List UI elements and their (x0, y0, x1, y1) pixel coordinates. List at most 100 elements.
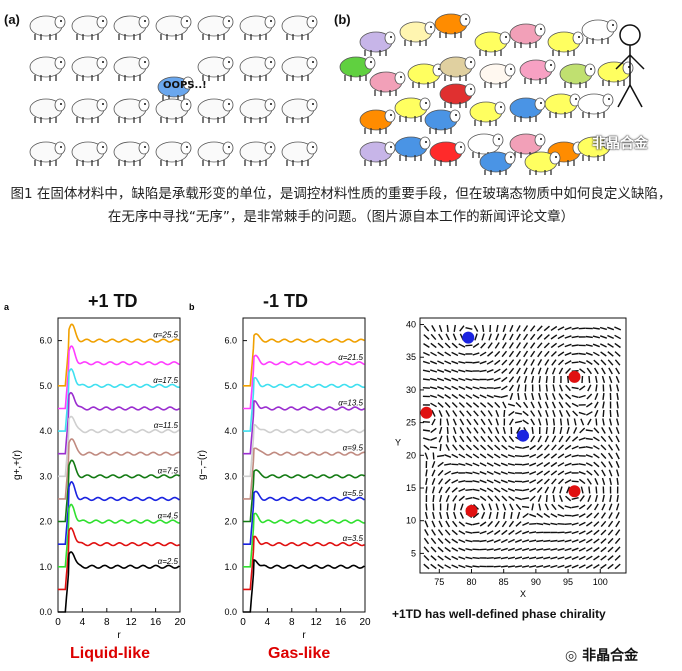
x-tick-label: 8 (289, 617, 295, 628)
figure1-caption: 图1 在固体材料中，缺陷是承载形变的单位，是调控材料性质的重要手段，但在玻璃态物… (10, 186, 672, 225)
watermark-bottom-text: 非晶合金 (582, 648, 639, 664)
y-tick-label: 6.0 (224, 336, 237, 346)
sheep (394, 136, 431, 161)
y-tick-label: 2.0 (39, 517, 52, 527)
gr-plot-minus1: b 6.0 5.0 4.0 3.0 2.0 1.0 0.00 4 8 12 16 20 r g−,−(r) α… (189, 302, 371, 640)
x-axis-label: X (520, 589, 526, 599)
y-tick-label: 5 (411, 548, 416, 558)
sheep (197, 56, 234, 81)
panel-b-title: -1 TD (263, 291, 308, 311)
sheep-defect (157, 76, 194, 101)
y-axis-label: g−,−(r) (197, 450, 208, 480)
series-line (58, 345, 180, 410)
series-line (243, 376, 365, 432)
y-tick-label: 2.0 (224, 517, 237, 527)
series-line (58, 438, 180, 500)
sheep (339, 56, 376, 81)
series-line (58, 368, 180, 432)
sheep (239, 141, 276, 166)
series-label: α=17.5 (153, 376, 178, 385)
series-line (58, 481, 180, 545)
panel-a-label: (a) (4, 12, 20, 27)
sheep (281, 15, 318, 40)
sheep (369, 71, 406, 96)
sheep (29, 15, 66, 40)
y-tick-label: 5.0 (39, 381, 52, 391)
series-line (243, 469, 365, 523)
sheep (155, 15, 192, 40)
series-label: α=5.5 (343, 489, 364, 498)
sheep (547, 31, 584, 56)
sheep (407, 63, 444, 88)
sheep (479, 63, 516, 88)
panel-letter: b (189, 302, 195, 312)
y-tick-label: 25 (406, 418, 416, 428)
y-tick-label: 20 (406, 450, 416, 460)
sheep (544, 93, 581, 118)
sheep (113, 141, 150, 166)
defect-point (568, 485, 581, 498)
sheep (359, 31, 396, 56)
sheep (519, 59, 556, 84)
sheep (239, 98, 276, 123)
x-tick-label: 4 (265, 617, 271, 628)
sheep (197, 15, 234, 40)
series-label: α=4.5 (158, 512, 179, 521)
x-tick-label: 12 (126, 617, 138, 628)
sheep (559, 63, 596, 88)
series-line (243, 512, 365, 568)
sheep (197, 98, 234, 123)
sheep (581, 19, 618, 44)
series-line (58, 527, 180, 591)
sheep (239, 15, 276, 40)
sheep (197, 141, 234, 166)
sheep-grid-uniform (29, 15, 318, 166)
figure1-panel-b: (b) 非晶合金 (330, 0, 682, 175)
series-line (243, 333, 365, 387)
y-tick-label: 4.0 (224, 426, 237, 436)
y-tick-label: 3.0 (224, 471, 237, 481)
y-tick-label: 1.0 (224, 562, 237, 572)
sheep (439, 56, 476, 81)
liquid-like-label: Liquid-like (70, 645, 150, 662)
series-label: α=2.5 (158, 557, 179, 566)
x-axis-label: r (302, 630, 306, 640)
plot-frame (57, 317, 181, 613)
watermark-bottom: ◎ 非晶合金 (565, 645, 638, 665)
panel-b-label: (b) (334, 12, 351, 27)
series-label: α=21.5 (338, 353, 363, 362)
x-tick-label: 75 (434, 577, 444, 587)
series-line (243, 490, 365, 545)
sheep (239, 56, 276, 81)
sheep (434, 13, 471, 38)
sheep (439, 83, 476, 108)
y-tick-label: 30 (406, 385, 416, 395)
sheep (524, 151, 561, 175)
sheep (71, 56, 108, 81)
x-tick-label: 0 (55, 617, 61, 628)
series-line (58, 459, 180, 523)
y-tick-label: 4.0 (39, 426, 52, 436)
x-tick-label: 16 (335, 617, 347, 628)
sheep (429, 141, 466, 166)
panel-a-title: +1 TD (88, 291, 138, 311)
x-tick-label: 95 (563, 577, 573, 587)
y-tick-label: 15 (406, 483, 416, 493)
sheep (597, 61, 634, 86)
x-tick-label: 4 (80, 617, 86, 628)
y-tick-label: 35 (406, 352, 416, 362)
x-tick-label: 90 (531, 577, 541, 587)
sheep (29, 141, 66, 166)
sheep (467, 133, 504, 158)
series-label: α=25.5 (153, 331, 178, 340)
x-tick-label: 16 (150, 617, 162, 628)
sheep (71, 141, 108, 166)
series-line (243, 354, 365, 410)
series-line (58, 415, 180, 478)
series-line (243, 424, 365, 478)
sheep (577, 136, 614, 161)
y-tick-label: 5.0 (224, 381, 237, 391)
sheep (509, 23, 546, 48)
wechat-icon: ◎ (565, 648, 578, 664)
vector-field (422, 324, 622, 570)
